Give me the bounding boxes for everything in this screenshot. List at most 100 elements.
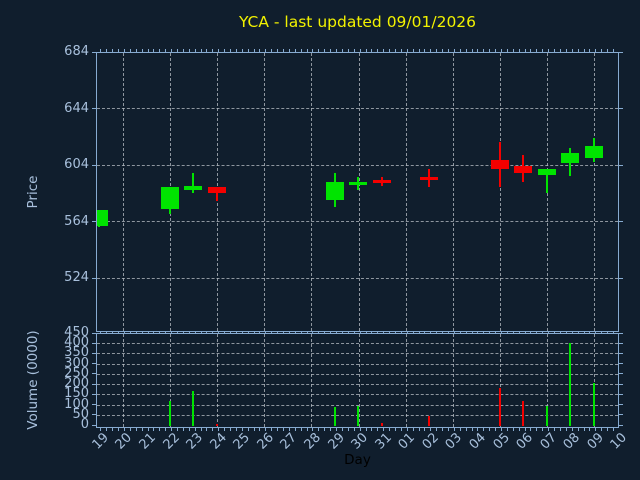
candle-wick-23 — [192, 173, 195, 193]
tick-mark — [530, 332, 532, 334]
tick-mark — [512, 332, 514, 334]
tick-mark — [147, 428, 149, 431]
tick-mark — [171, 49, 173, 52]
tick-mark — [288, 49, 290, 52]
tick-mark — [165, 332, 167, 334]
tick-mark — [365, 428, 367, 431]
tick-mark — [212, 332, 214, 334]
tick-mark — [506, 428, 508, 431]
tick-mark — [200, 49, 202, 52]
tick-mark — [371, 49, 373, 52]
gridline-horizontal — [97, 343, 618, 345]
tick-mark — [524, 428, 526, 431]
tick-mark — [253, 49, 255, 52]
gridline-horizontal — [97, 384, 618, 386]
tick-mark — [612, 332, 614, 334]
tick-mark — [436, 428, 438, 431]
tick-mark — [506, 49, 508, 52]
tick-mark — [241, 428, 243, 431]
tick-mark — [92, 373, 96, 375]
tick-mark — [312, 332, 314, 334]
tick-mark — [235, 428, 237, 431]
gridline-horizontal — [97, 404, 618, 406]
tick-mark — [100, 49, 102, 52]
tick-mark — [259, 332, 261, 334]
tick-mark — [495, 428, 497, 431]
tick-mark — [447, 428, 449, 431]
tick-mark — [271, 428, 273, 431]
tick-mark — [159, 49, 161, 52]
tick-mark — [577, 428, 579, 431]
price-tick-label-524: 524 — [64, 270, 89, 286]
tick-mark — [619, 221, 623, 223]
tick-mark — [465, 428, 467, 431]
tick-mark — [565, 49, 567, 52]
tick-mark — [182, 428, 184, 431]
volume-bar-23 — [192, 391, 195, 426]
tick-mark — [259, 49, 261, 52]
tick-mark — [123, 428, 125, 431]
tick-mark — [241, 49, 243, 52]
gridline-vertical — [452, 53, 454, 331]
tick-mark — [182, 49, 184, 52]
tick-mark — [406, 428, 408, 431]
tick-mark — [477, 428, 479, 431]
gridline-vertical — [500, 334, 502, 427]
tick-mark — [218, 332, 220, 334]
tick-mark — [542, 49, 544, 52]
tick-mark — [430, 428, 432, 431]
gridline-horizontal — [97, 221, 618, 223]
tick-mark — [565, 428, 567, 431]
tick-mark — [135, 49, 137, 52]
tick-mark — [300, 332, 302, 334]
tick-mark — [336, 332, 338, 334]
tick-mark — [406, 332, 408, 334]
tick-mark — [471, 428, 473, 431]
tick-mark — [412, 49, 414, 52]
gridline-vertical — [594, 334, 596, 427]
gridline-horizontal — [97, 108, 618, 110]
tick-mark — [559, 332, 561, 334]
tick-mark — [253, 428, 255, 431]
tick-mark — [583, 428, 585, 431]
tick-mark — [277, 49, 279, 52]
tick-mark — [524, 332, 526, 334]
tick-mark — [318, 332, 320, 334]
tick-mark — [247, 428, 249, 431]
tick-mark — [271, 332, 273, 334]
tick-mark — [601, 332, 603, 334]
gridline-vertical — [264, 53, 266, 331]
candle-body-07 — [537, 168, 556, 175]
tick-mark — [283, 332, 285, 334]
tick-mark — [235, 332, 237, 334]
candle-wick-07 — [545, 168, 548, 193]
volume-bar-02 — [427, 415, 430, 426]
tick-mark — [241, 332, 243, 334]
tick-mark — [530, 428, 532, 431]
candle-body-29 — [325, 181, 344, 201]
tick-mark — [341, 49, 343, 52]
tick-mark — [106, 332, 108, 334]
tick-mark — [554, 49, 556, 52]
candle-body-31 — [372, 180, 391, 184]
tick-mark — [253, 332, 255, 334]
tick-mark — [347, 49, 349, 52]
tick-mark — [277, 332, 279, 334]
tick-mark — [530, 49, 532, 52]
tick-mark — [92, 414, 96, 416]
tick-mark — [371, 332, 373, 334]
gridline-vertical — [358, 53, 360, 331]
gridline-horizontal — [97, 373, 618, 375]
tick-mark — [619, 352, 623, 354]
tick-mark — [501, 428, 503, 431]
tick-mark — [171, 332, 173, 334]
tick-mark — [92, 363, 96, 365]
tick-mark — [589, 332, 591, 334]
tick-mark — [447, 332, 449, 334]
tick-mark — [430, 49, 432, 52]
candle-body-30 — [349, 181, 368, 185]
tick-mark — [92, 164, 96, 166]
tick-mark — [247, 49, 249, 52]
tick-mark — [159, 428, 161, 431]
tick-mark — [459, 428, 461, 431]
